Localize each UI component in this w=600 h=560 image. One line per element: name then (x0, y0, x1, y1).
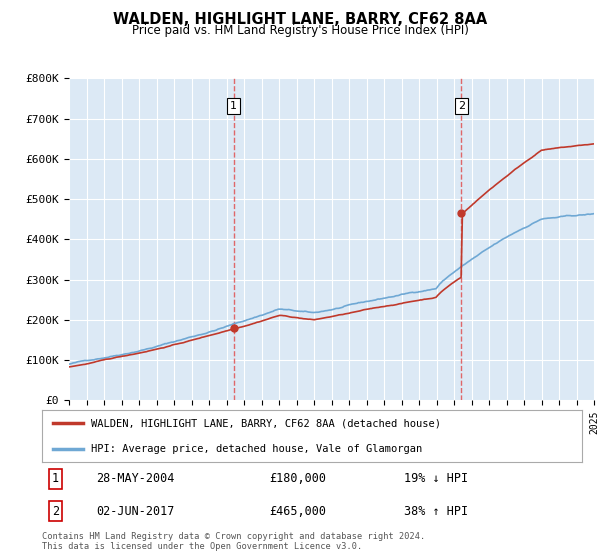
Text: 38% ↑ HPI: 38% ↑ HPI (404, 505, 468, 517)
Text: 1: 1 (230, 101, 237, 111)
Text: 02-JUN-2017: 02-JUN-2017 (96, 505, 175, 517)
Text: Price paid vs. HM Land Registry's House Price Index (HPI): Price paid vs. HM Land Registry's House … (131, 24, 469, 37)
Text: HPI: Average price, detached house, Vale of Glamorgan: HPI: Average price, detached house, Vale… (91, 444, 422, 454)
Text: 2: 2 (458, 101, 465, 111)
Text: WALDEN, HIGHLIGHT LANE, BARRY, CF62 8AA: WALDEN, HIGHLIGHT LANE, BARRY, CF62 8AA (113, 12, 487, 27)
Text: 19% ↓ HPI: 19% ↓ HPI (404, 473, 468, 486)
Text: 2: 2 (52, 505, 59, 517)
Text: 28-MAY-2004: 28-MAY-2004 (96, 473, 175, 486)
Text: 1: 1 (52, 473, 59, 486)
Text: £180,000: £180,000 (269, 473, 326, 486)
Text: WALDEN, HIGHLIGHT LANE, BARRY, CF62 8AA (detached house): WALDEN, HIGHLIGHT LANE, BARRY, CF62 8AA … (91, 418, 440, 428)
Text: Contains HM Land Registry data © Crown copyright and database right 2024.
This d: Contains HM Land Registry data © Crown c… (42, 532, 425, 552)
Text: £465,000: £465,000 (269, 505, 326, 517)
